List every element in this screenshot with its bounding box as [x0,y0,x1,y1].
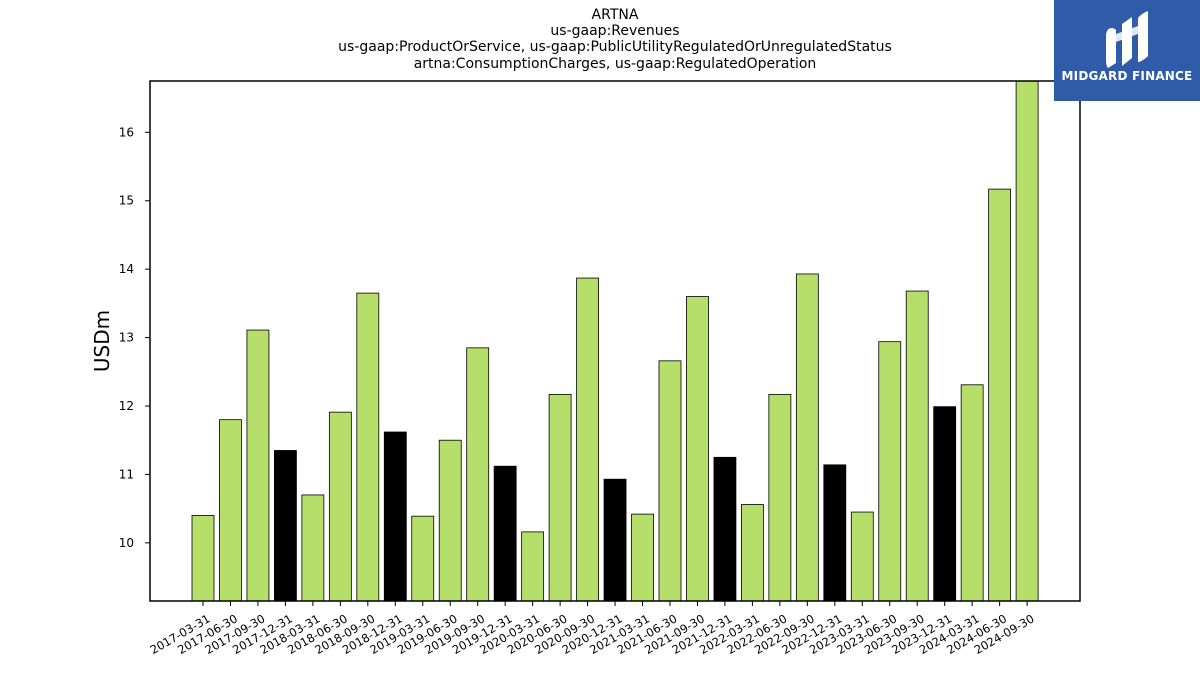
y-tick-label: 15 [119,194,134,208]
bar-2017-03-31 [191,515,215,602]
bar-2020-03-31 [521,531,545,602]
y-tick-label: 16 [119,125,134,139]
bar-2023-03-31 [850,511,874,602]
y-tick-label: 12 [119,399,134,413]
title-line-4: artna:ConsumptionCharges, us-gaap:Regula… [413,56,817,72]
bar-2019-09-30 [466,347,490,602]
y-tick-label: 14 [119,262,134,276]
bar-2021-03-31 [631,513,654,602]
title-line-2: us-gaap:Revenues [550,23,680,39]
bar-2020-12-31 [603,478,627,602]
bar-2019-12-31 [493,465,517,602]
bar-2018-06-30 [328,411,352,602]
bar-2021-12-31 [713,456,737,602]
bar-2018-03-31 [301,494,325,602]
bar-2023-12-31 [933,406,957,602]
plot-frame [149,80,1081,602]
x-axis-ticks: 2017-03-312017-06-302017-09-302017-12-31… [148,601,1037,657]
logo-text: MIDGARD FINANCE [1061,69,1193,83]
y-tick-label: 10 [119,536,134,550]
bar-2022-03-31 [741,504,764,602]
bar-2021-06-30 [658,360,682,602]
bar-2024-09-30 [1015,80,1039,602]
bar-2022-09-30 [795,273,819,602]
bar-2019-06-30 [438,439,462,602]
bar-2024-03-31 [960,384,984,602]
bar-2022-12-31 [823,464,847,602]
y-axis-label: USDm [90,310,114,372]
bar-2021-09-30 [686,296,709,602]
midgard-finance-logo: MIDGARD FINANCE [1054,0,1200,101]
bar-2018-09-30 [356,292,380,602]
bar-2019-03-31 [411,515,435,602]
bar-2017-06-30 [219,419,242,602]
bars-group [191,80,1039,602]
bar-2020-06-30 [548,393,572,602]
y-axis-ticks: 10 11 12 13 14 15 16 [119,125,150,550]
bar-2018-12-31 [383,431,407,602]
title-line-3: us-gaap:ProductOrService, us-gaap:Public… [338,39,892,55]
bar-2023-09-30 [905,290,929,602]
title-line-1: ARTNA [591,7,639,23]
bar-2020-09-30 [576,277,599,602]
bar-2022-06-30 [768,393,792,602]
bar-2017-09-30 [246,329,270,602]
logo-mark-icon [1106,11,1148,68]
y-tick-label: 11 [119,467,134,481]
bar-2023-06-30 [878,341,902,602]
y-tick-label: 13 [119,331,134,345]
bar-2017-12-31 [274,450,297,602]
bar-2024-06-30 [988,188,1012,602]
